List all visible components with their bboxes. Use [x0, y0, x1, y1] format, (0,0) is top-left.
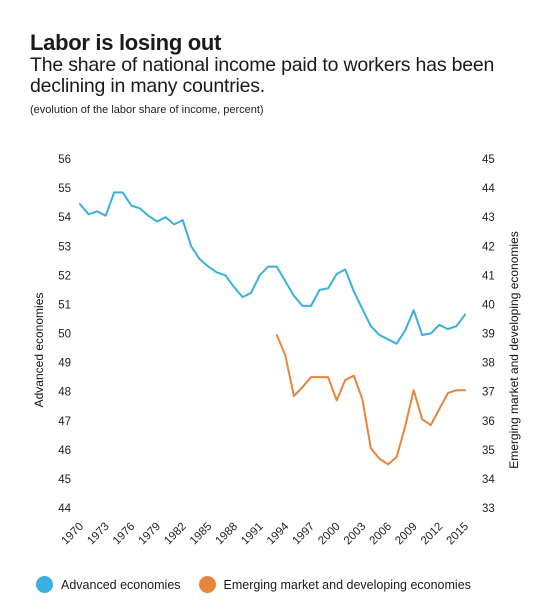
right-tick-label: 44 [482, 183, 495, 195]
x-tick-label: 1979 [137, 521, 164, 548]
left-axis-title: Advanced economies [32, 293, 46, 408]
x-tick-label: 1973 [85, 521, 112, 548]
left-tick-label: 44 [58, 503, 71, 515]
left-tick-label: 52 [58, 270, 71, 282]
legend-swatch-emerging [198, 576, 216, 593]
chart-subtitle: The share of national income paid to wor… [30, 54, 495, 97]
x-tick-label: 2012 [419, 521, 446, 548]
right-tick-label: 41 [482, 270, 495, 282]
left-tick-label: 55 [58, 183, 71, 195]
left-tick-label: 49 [58, 358, 71, 370]
x-tick-label: 1976 [111, 521, 138, 548]
legend-label-advanced: Advanced economies [61, 577, 181, 592]
x-tick-label: 2015 [445, 521, 472, 548]
right-tick-label: 45 [482, 154, 495, 166]
right-tick-label: 39 [482, 329, 495, 341]
left-tick-label: 51 [58, 299, 71, 311]
right-tick-label: 42 [482, 241, 495, 253]
x-tick-label: 1994 [265, 520, 292, 547]
left-tick-label: 45 [58, 474, 71, 486]
legend-label-emerging: Emerging market and developing economies [223, 577, 471, 592]
right-tick-label: 34 [482, 474, 495, 486]
chart-note: (evolution of the labor share of income,… [30, 104, 264, 116]
legend-swatch-advanced [36, 576, 53, 593]
series-lines [79, 191, 466, 466]
right-tick-label: 33 [482, 503, 495, 515]
x-tick-label: 1997 [291, 521, 318, 548]
chart-title: Labor is losing out [30, 30, 222, 55]
left-tick-label: 54 [58, 212, 71, 224]
line-chart: 56 55 54 53 52 51 50 49 48 47 46 45 44 45 44 43 42 41 40 3… [32, 154, 521, 547]
x-tick-label: 1985 [188, 521, 215, 548]
x-axis-ticks: 1970 1973 1976 1979 1982 1985 1988 1991 1994 1997… [60, 520, 472, 547]
right-tick-label: 35 [482, 445, 495, 457]
series-line-advanced [79, 191, 466, 345]
legend-item-emerging: Emerging market and developing economies [198, 576, 471, 593]
left-tick-label: 53 [58, 241, 71, 253]
series-line-emerging [275, 334, 466, 466]
x-tick-label: 2006 [368, 521, 395, 548]
legend-item-advanced: Advanced economies [36, 576, 181, 593]
x-tick-label: 1988 [214, 521, 241, 548]
legend: Advanced economies Emerging market and d… [36, 576, 489, 593]
left-tick-label: 50 [58, 329, 71, 341]
right-tick-label: 37 [482, 387, 495, 399]
right-tick-label: 36 [482, 416, 495, 428]
x-tick-label: 2003 [342, 521, 369, 548]
right-tick-label: 40 [482, 299, 495, 311]
right-tick-label: 38 [482, 358, 495, 370]
x-tick-label: 1970 [60, 521, 87, 548]
x-tick-label: 2009 [393, 521, 420, 548]
left-axis-ticks: 56 55 54 53 52 51 50 49 48 47 46 45 44 [58, 154, 71, 515]
right-axis-ticks: 45 44 43 42 41 40 39 38 37 36 35 34 33 [482, 154, 495, 515]
x-tick-label: 1991 [239, 521, 266, 548]
left-tick-label: 56 [58, 154, 71, 166]
right-tick-label: 43 [482, 212, 495, 224]
x-tick-label: 1982 [162, 521, 189, 548]
left-tick-label: 48 [58, 387, 71, 399]
x-tick-label: 2000 [316, 521, 343, 548]
left-tick-label: 47 [58, 416, 71, 428]
left-tick-label: 46 [58, 445, 71, 457]
right-axis-title: Emerging market and developing economies [507, 231, 521, 468]
